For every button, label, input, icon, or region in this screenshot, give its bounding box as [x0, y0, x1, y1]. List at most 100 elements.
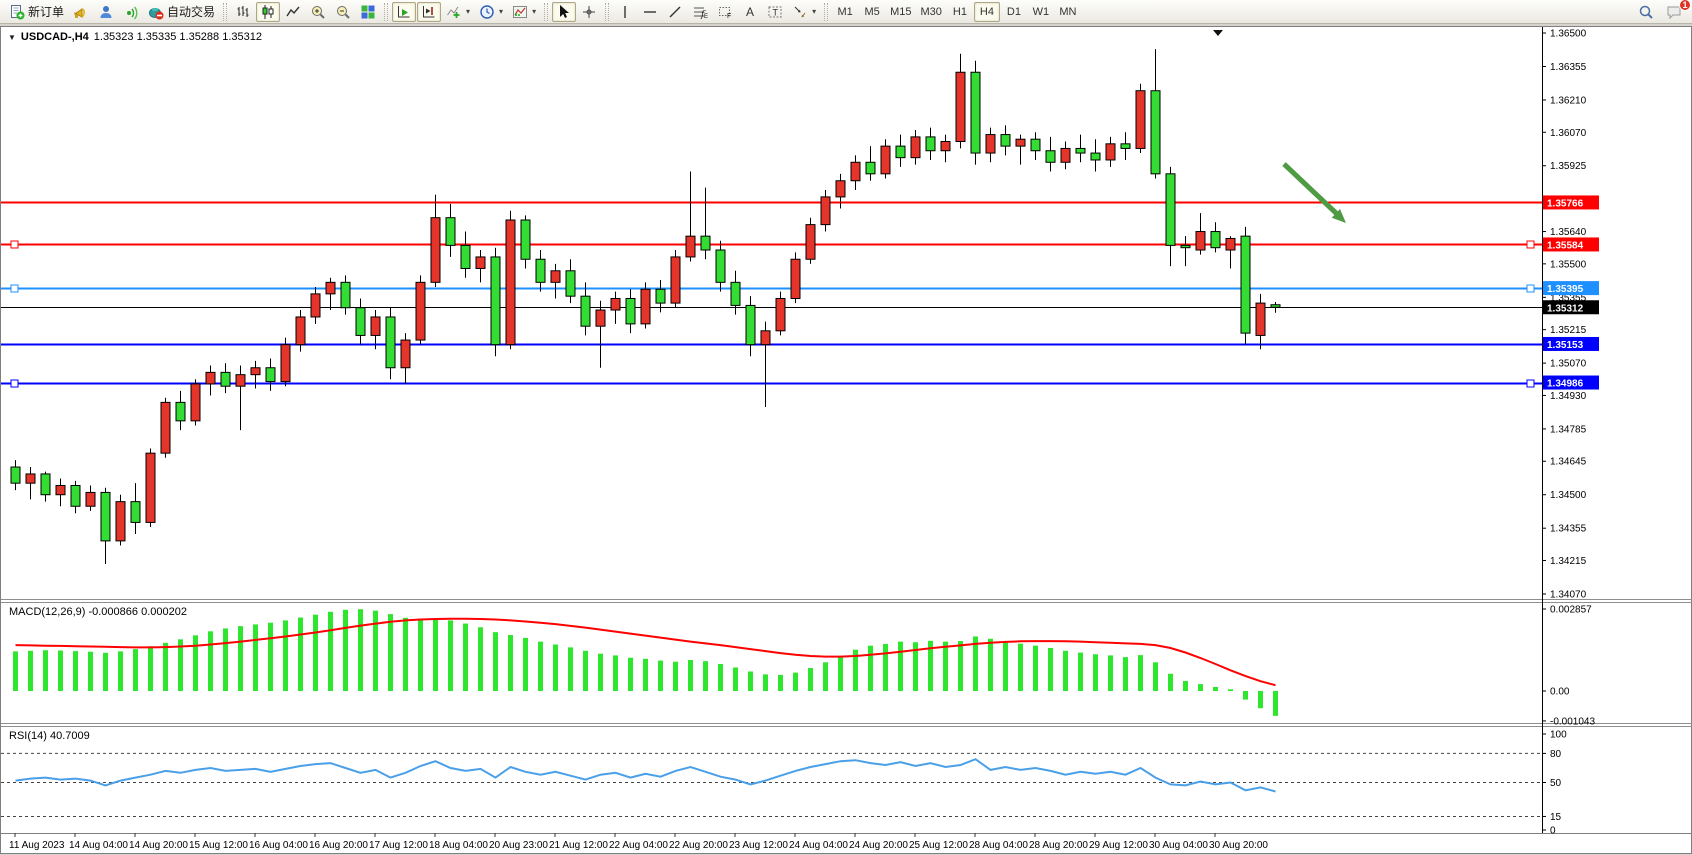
indicators-button[interactable]: ▾: [442, 2, 474, 22]
candle-body: [925, 136, 936, 152]
text-icon: A: [746, 5, 754, 19]
trendline-tool[interactable]: [663, 2, 687, 22]
price-axis-label: 1.34930: [1550, 391, 1587, 402]
candle-body: [1075, 147, 1086, 154]
macd-histogram-bar: [703, 661, 708, 691]
timeframe-d1[interactable]: D1: [1006, 5, 1021, 18]
line-handle: [10, 240, 19, 249]
price-badge-label: 1.35312: [1547, 303, 1584, 314]
macd-histogram-bar: [1213, 686, 1218, 691]
timeframe-mn[interactable]: MN: [1059, 5, 1077, 18]
auto-trading-button[interactable]: 自动交易: [144, 2, 219, 22]
tile-windows-button[interactable]: [356, 2, 380, 22]
candle-body: [1060, 147, 1071, 163]
templates-button[interactable]: ▾: [508, 2, 540, 22]
periods-button[interactable]: ▾: [475, 2, 507, 22]
macd-histogram-bar: [1228, 689, 1233, 691]
macd-histogram-bar: [868, 645, 873, 691]
zoom-out-button[interactable]: [331, 2, 355, 22]
candle-body: [370, 316, 381, 336]
candle-body: [985, 134, 996, 154]
chart-background: [1, 27, 1691, 853]
rsi-axis-label: 80: [1550, 749, 1562, 760]
timeframe-m5[interactable]: M5: [864, 5, 880, 18]
candle-body: [205, 371, 216, 385]
time-axis-label: 16 Aug 04:00: [249, 840, 308, 851]
main-toolbar: 新订单 自动交易 ▾ ▾: [0, 0, 1692, 24]
macd-histogram-bar: [898, 641, 903, 691]
signals-button[interactable]: [119, 2, 143, 22]
alerts-button[interactable]: [69, 2, 93, 22]
crosshair-icon: [583, 5, 596, 18]
candle-body: [1030, 138, 1041, 152]
macd-histogram-bar: [838, 655, 843, 691]
chart-shift-button[interactable]: [417, 1, 442, 22]
dropdown-arrow-icon: ▾: [812, 7, 817, 16]
candle-body: [685, 235, 696, 258]
macd-histogram-bar: [943, 641, 948, 691]
auto-trading-label: 自动交易: [167, 5, 216, 19]
text-label-tool[interactable]: T: [763, 2, 787, 22]
macd-histogram-bar: [1198, 684, 1203, 691]
candle-body: [625, 297, 636, 325]
crosshair-button[interactable]: [577, 2, 601, 22]
line-chart-button[interactable]: [281, 2, 305, 22]
text-tool[interactable]: A: [738, 2, 762, 22]
horizontal-line-tool[interactable]: [638, 2, 662, 22]
candle-body: [415, 281, 426, 341]
candle-body: [310, 293, 321, 318]
macd-histogram-bar: [628, 657, 633, 691]
window-collapse-icon[interactable]: ▼: [8, 32, 16, 42]
search-button[interactable]: [1634, 2, 1658, 22]
timeframe-m1[interactable]: M1: [837, 5, 853, 18]
candle-body: [190, 383, 201, 422]
macd-histogram-bar: [388, 614, 393, 691]
price-badge-label: 1.35153: [1547, 340, 1584, 351]
candle-body: [1180, 244, 1191, 249]
macd-histogram-bar: [658, 660, 663, 691]
macd-histogram-bar: [448, 620, 453, 691]
timeframe-h4[interactable]: H4: [973, 1, 1000, 22]
time-axis-label: 18 Aug 04:00: [429, 840, 488, 851]
time-axis-label: 29 Aug 12:00: [1089, 840, 1148, 851]
candle-body: [265, 367, 276, 383]
candle-body: [295, 316, 306, 346]
new-order-button[interactable]: 新订单: [5, 2, 68, 22]
time-axis-label: 28 Aug 04:00: [969, 840, 1028, 851]
cursor-button[interactable]: [552, 1, 577, 22]
macd-histogram-bar: [1018, 643, 1023, 691]
macd-histogram-bar: [118, 651, 123, 691]
vertical-line-tool[interactable]: [613, 2, 637, 22]
macd-histogram-bar: [1168, 673, 1173, 691]
macd-histogram-bar: [283, 620, 288, 691]
candle-body: [655, 288, 666, 304]
candle-body: [790, 258, 801, 299]
clock-icon: [480, 4, 494, 19]
timeframe-h1[interactable]: H1: [952, 5, 967, 18]
price-axis-label: 1.35640: [1550, 227, 1587, 238]
channel-tool[interactable]: F: [713, 2, 737, 22]
timeframe-w1[interactable]: W1: [1032, 5, 1050, 18]
zoom-in-button[interactable]: [306, 2, 330, 22]
macd-histogram-bar: [328, 611, 333, 691]
shapes-tool[interactable]: ▾: [788, 2, 820, 22]
timeframe-m15[interactable]: M15: [890, 5, 912, 18]
time-axis-label: 15 Aug 12:00: [189, 840, 248, 851]
macd-histogram-bar: [1153, 662, 1158, 691]
macd-histogram-bar: [583, 650, 588, 691]
shift-marker-icon: [1213, 30, 1223, 36]
rsi-axis-label: 0: [1550, 826, 1556, 837]
notifications-button[interactable]: 1: [1662, 0, 1691, 22]
community-button[interactable]: [94, 2, 118, 22]
bar-chart-button[interactable]: [231, 2, 255, 22]
tile-windows-icon: [361, 5, 375, 18]
auto-scroll-button[interactable]: [392, 1, 417, 22]
macd-histogram-bar: [1063, 650, 1068, 691]
price-badge-label: 1.35584: [1547, 240, 1584, 251]
horn-icon: [74, 7, 86, 18]
timeframe-m30[interactable]: M30: [920, 5, 942, 18]
price-badge: [1543, 336, 1599, 351]
chart-canvas[interactable]: 1.36500 1.36355 1.36210 1.36070 1.35925 1.356…: [1, 27, 1692, 855]
candle-chart-button[interactable]: [256, 1, 281, 22]
